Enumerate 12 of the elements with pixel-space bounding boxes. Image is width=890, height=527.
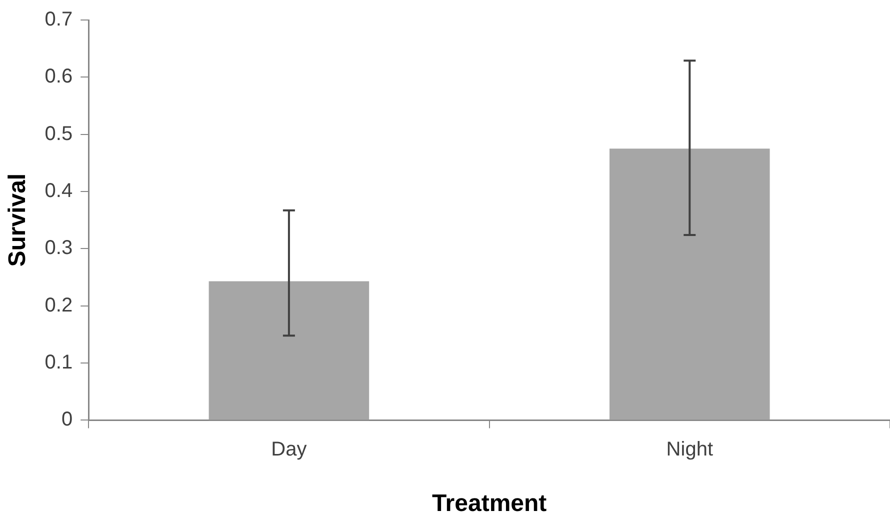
y-tick-label: 0.1 xyxy=(44,352,73,374)
y-tick-label: 0.6 xyxy=(44,66,73,88)
y-tick-label: 0.4 xyxy=(44,180,73,202)
y-tick-label: 0.7 xyxy=(44,8,73,31)
y-tick-label: 0.3 xyxy=(44,237,73,260)
x-tick-label: Night xyxy=(666,438,714,461)
y-axis-title: Survival xyxy=(4,173,32,267)
x-axis-title: Treatment xyxy=(432,490,547,518)
y-tick-label: 0 xyxy=(61,408,73,431)
y-tick-label: 0.2 xyxy=(44,294,73,316)
x-tick-label: Day xyxy=(271,438,307,461)
y-tick-label: 0.5 xyxy=(44,122,73,145)
